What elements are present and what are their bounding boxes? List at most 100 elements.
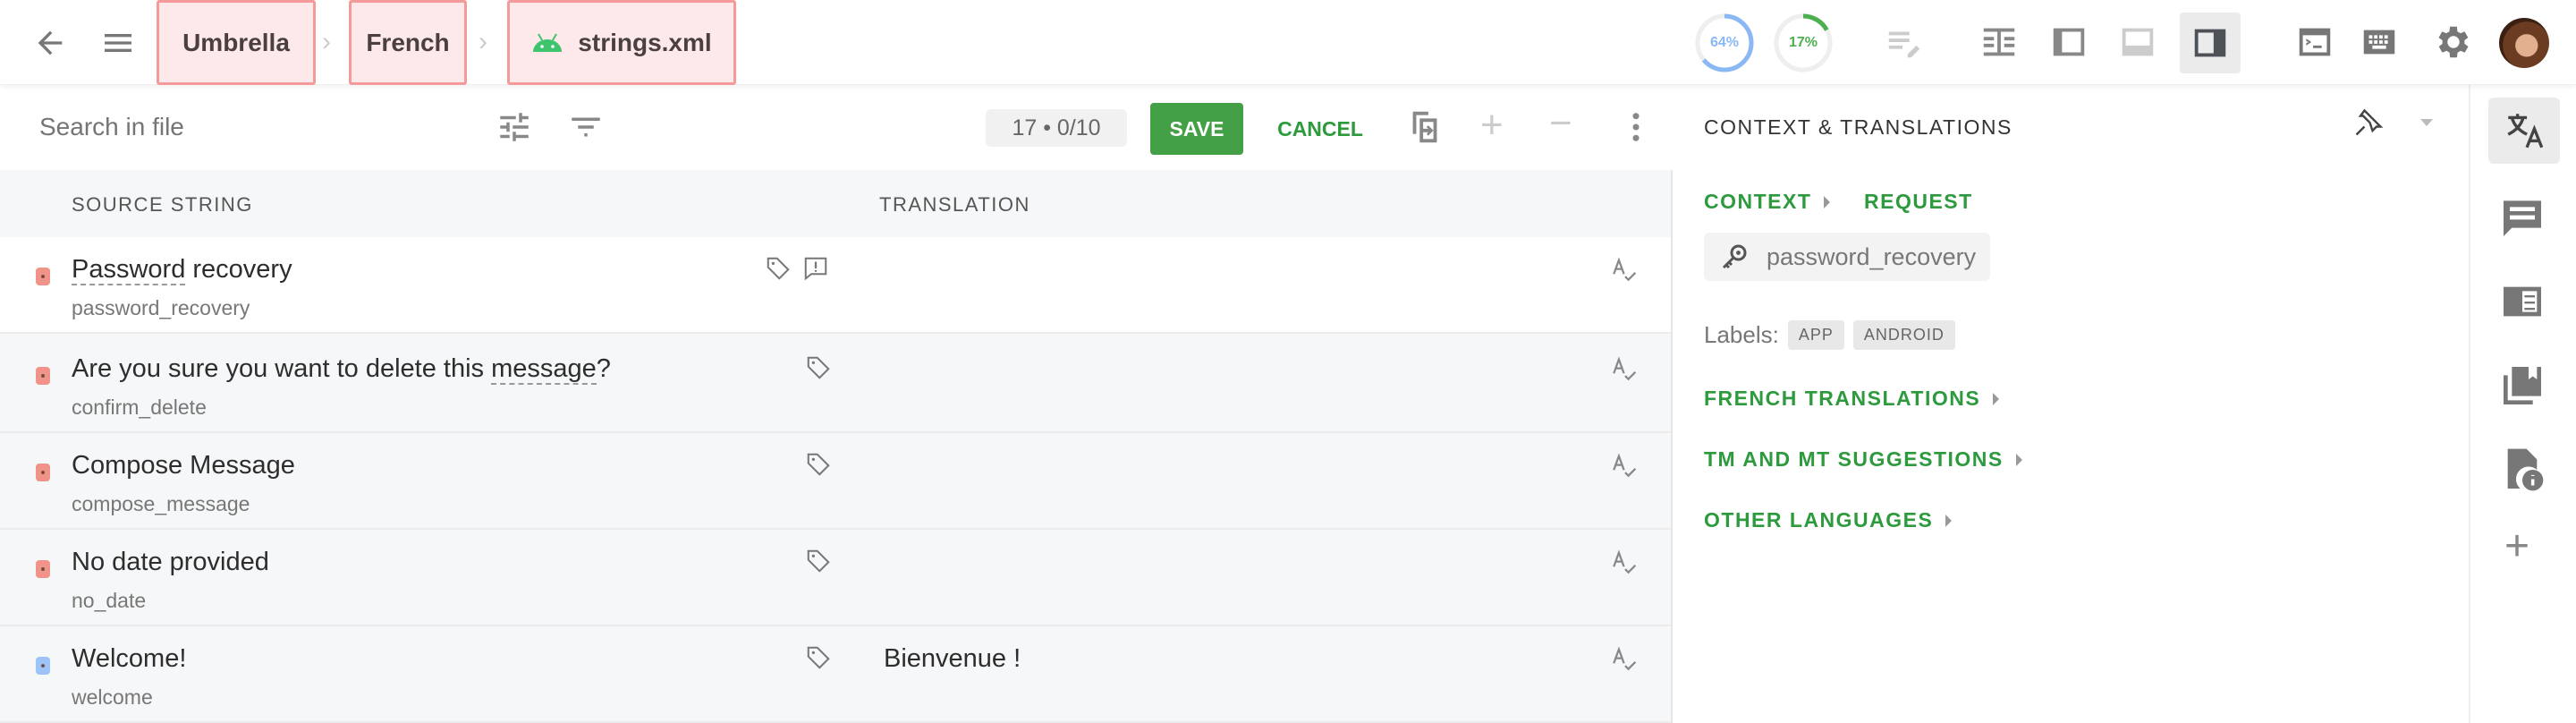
editor-panel: 17 • 0/10 SAVE CANCEL + − SOURCE STRING … xyxy=(0,85,1673,723)
sliders-icon[interactable] xyxy=(496,108,533,146)
labels-prefix: Labels: xyxy=(1704,321,1779,348)
right-sidebar: + xyxy=(2469,85,2576,723)
edit-notes-icon[interactable] xyxy=(1884,21,1925,63)
string-key: welcome xyxy=(72,685,153,709)
source-column-header: SOURCE STRING xyxy=(72,193,253,216)
spellcheck-icon[interactable] xyxy=(1610,644,1640,675)
string-key: no_date xyxy=(72,589,147,612)
request-label: REQUEST xyxy=(1864,190,1973,213)
caret-right-icon xyxy=(1824,195,1831,208)
labels-row: Labels: APP ANDROID xyxy=(1704,320,1955,350)
spellcheck-icon[interactable] xyxy=(1610,255,1640,285)
avatar[interactable] xyxy=(2499,18,2549,68)
android-icon xyxy=(533,33,563,52)
cancel-button[interactable]: CANCEL xyxy=(1277,116,1363,140)
source-string: No date provided xyxy=(72,548,269,576)
menu-icon[interactable] xyxy=(100,25,136,61)
table-row[interactable]: Welcome! welcome Bienvenue ! xyxy=(0,626,1671,723)
chevron-right-icon: › xyxy=(322,27,331,56)
table-row[interactable]: No date provided no_date xyxy=(0,530,1671,626)
filter-icon[interactable] xyxy=(567,108,605,146)
spellcheck-icon[interactable] xyxy=(1610,451,1640,481)
status-indicator xyxy=(36,367,50,385)
tag-icon[interactable] xyxy=(805,451,832,478)
table-row[interactable]: Password recovery password_recovery xyxy=(0,237,1671,334)
section-label: FRENCH TRANSLATIONS xyxy=(1704,387,1981,410)
source-string: Password recovery xyxy=(72,255,292,285)
layout-table-icon[interactable] xyxy=(1979,21,2020,63)
gear-icon[interactable] xyxy=(2433,21,2474,63)
source-string: Compose Message xyxy=(72,451,295,480)
table-row[interactable]: Compose Message compose_message xyxy=(0,433,1671,530)
status-indicator xyxy=(36,657,50,675)
source-string: Are you sure you want to delete this mes… xyxy=(72,354,611,385)
caret-right-icon xyxy=(2015,453,2022,466)
tag-icon[interactable] xyxy=(805,548,832,574)
dropdown-arrow-icon[interactable] xyxy=(2420,119,2433,126)
progress-ring-approved[interactable]: 64% xyxy=(1694,13,1755,73)
keyboard-icon[interactable] xyxy=(2359,21,2400,63)
save-button[interactable]: SAVE xyxy=(1150,103,1243,155)
translate-icon xyxy=(2507,114,2544,149)
translation-column-header: TRANSLATION xyxy=(879,193,1030,216)
spellcheck-icon[interactable] xyxy=(1610,354,1640,385)
copy-source-icon[interactable] xyxy=(1404,106,1445,148)
tag-icon[interactable] xyxy=(805,354,832,381)
panel-title: CONTEXT & TRANSLATIONS xyxy=(1704,115,2012,139)
string-key-chip: password_recovery xyxy=(1704,233,1991,281)
breadcrumb-label: Umbrella xyxy=(182,28,290,56)
spellcheck-icon[interactable] xyxy=(1610,548,1640,578)
section-tm-mt-suggestions[interactable]: TM AND MT SUGGESTIONS xyxy=(1704,447,2022,472)
request-context-link[interactable]: REQUEST xyxy=(1864,190,1973,214)
string-key: confirm_delete xyxy=(72,396,207,419)
label-chip[interactable]: APP xyxy=(1787,320,1844,350)
add-tab-icon[interactable]: + xyxy=(2504,523,2530,570)
layout-bottom-panel-icon[interactable] xyxy=(2117,21,2158,63)
plus-icon[interactable]: + xyxy=(1480,103,1504,147)
context-toggle[interactable]: CONTEXT xyxy=(1704,190,1831,214)
breadcrumb-label: French xyxy=(366,28,450,56)
glossary-icon[interactable] xyxy=(2497,276,2547,327)
breadcrumb-file[interactable]: strings.xml xyxy=(507,0,736,85)
breadcrumb-language[interactable]: French xyxy=(349,0,467,85)
file-info-icon[interactable] xyxy=(2497,445,2547,495)
breadcrumb-project[interactable]: Umbrella xyxy=(157,0,316,85)
comment-issue-icon[interactable] xyxy=(802,255,829,282)
section-label: OTHER LANGUAGES xyxy=(1704,508,1934,532)
search-input[interactable] xyxy=(27,105,456,149)
translate-tab[interactable] xyxy=(2488,98,2560,164)
top-bar: Umbrella › French › strings.xml 64% 17% xyxy=(0,0,2576,85)
layout-right-panel-button[interactable] xyxy=(2180,13,2241,73)
section-french-translations[interactable]: FRENCH TRANSLATIONS xyxy=(1704,387,2000,411)
back-arrow-icon[interactable] xyxy=(32,25,68,61)
label-chip[interactable]: ANDROID xyxy=(1852,320,1955,350)
progress-label: 17% xyxy=(1788,35,1818,50)
more-vert-icon[interactable] xyxy=(1617,108,1655,146)
breadcrumb-label: strings.xml xyxy=(578,28,712,56)
status-indicator xyxy=(36,268,50,285)
status-indicator xyxy=(36,560,50,578)
progress-ring-translated[interactable]: 17% xyxy=(1773,13,1834,73)
tag-icon[interactable] xyxy=(765,255,792,282)
progress-label: 64% xyxy=(1709,35,1740,50)
caret-right-icon xyxy=(1945,514,1953,527)
minus-icon[interactable]: − xyxy=(1549,101,1572,145)
terminal-icon[interactable] xyxy=(2294,21,2335,63)
progress-ring xyxy=(1695,13,1754,72)
translation-text[interactable]: Bienvenue ! xyxy=(884,644,1021,673)
table-header: SOURCE STRING TRANSLATION xyxy=(0,170,1673,237)
chevron-right-icon: › xyxy=(479,27,487,56)
editor-toolbar: 17 • 0/10 SAVE CANCEL + − xyxy=(0,85,1673,170)
table-row[interactable]: Are you sure you want to delete this mes… xyxy=(0,336,1671,433)
tag-icon[interactable] xyxy=(805,644,832,671)
translation-memory-icon[interactable] xyxy=(2497,361,2547,411)
key-icon xyxy=(1722,244,1747,269)
unpin-icon[interactable] xyxy=(2352,106,2385,139)
string-key: compose_message xyxy=(72,492,250,515)
status-indicator xyxy=(36,464,50,481)
comments-icon[interactable] xyxy=(2497,192,2547,242)
layout-left-panel-icon[interactable] xyxy=(2048,21,2089,63)
section-label: TM AND MT SUGGESTIONS xyxy=(1704,447,2004,471)
caret-right-icon xyxy=(1993,392,2000,405)
section-other-languages[interactable]: OTHER LANGUAGES xyxy=(1704,508,1953,532)
